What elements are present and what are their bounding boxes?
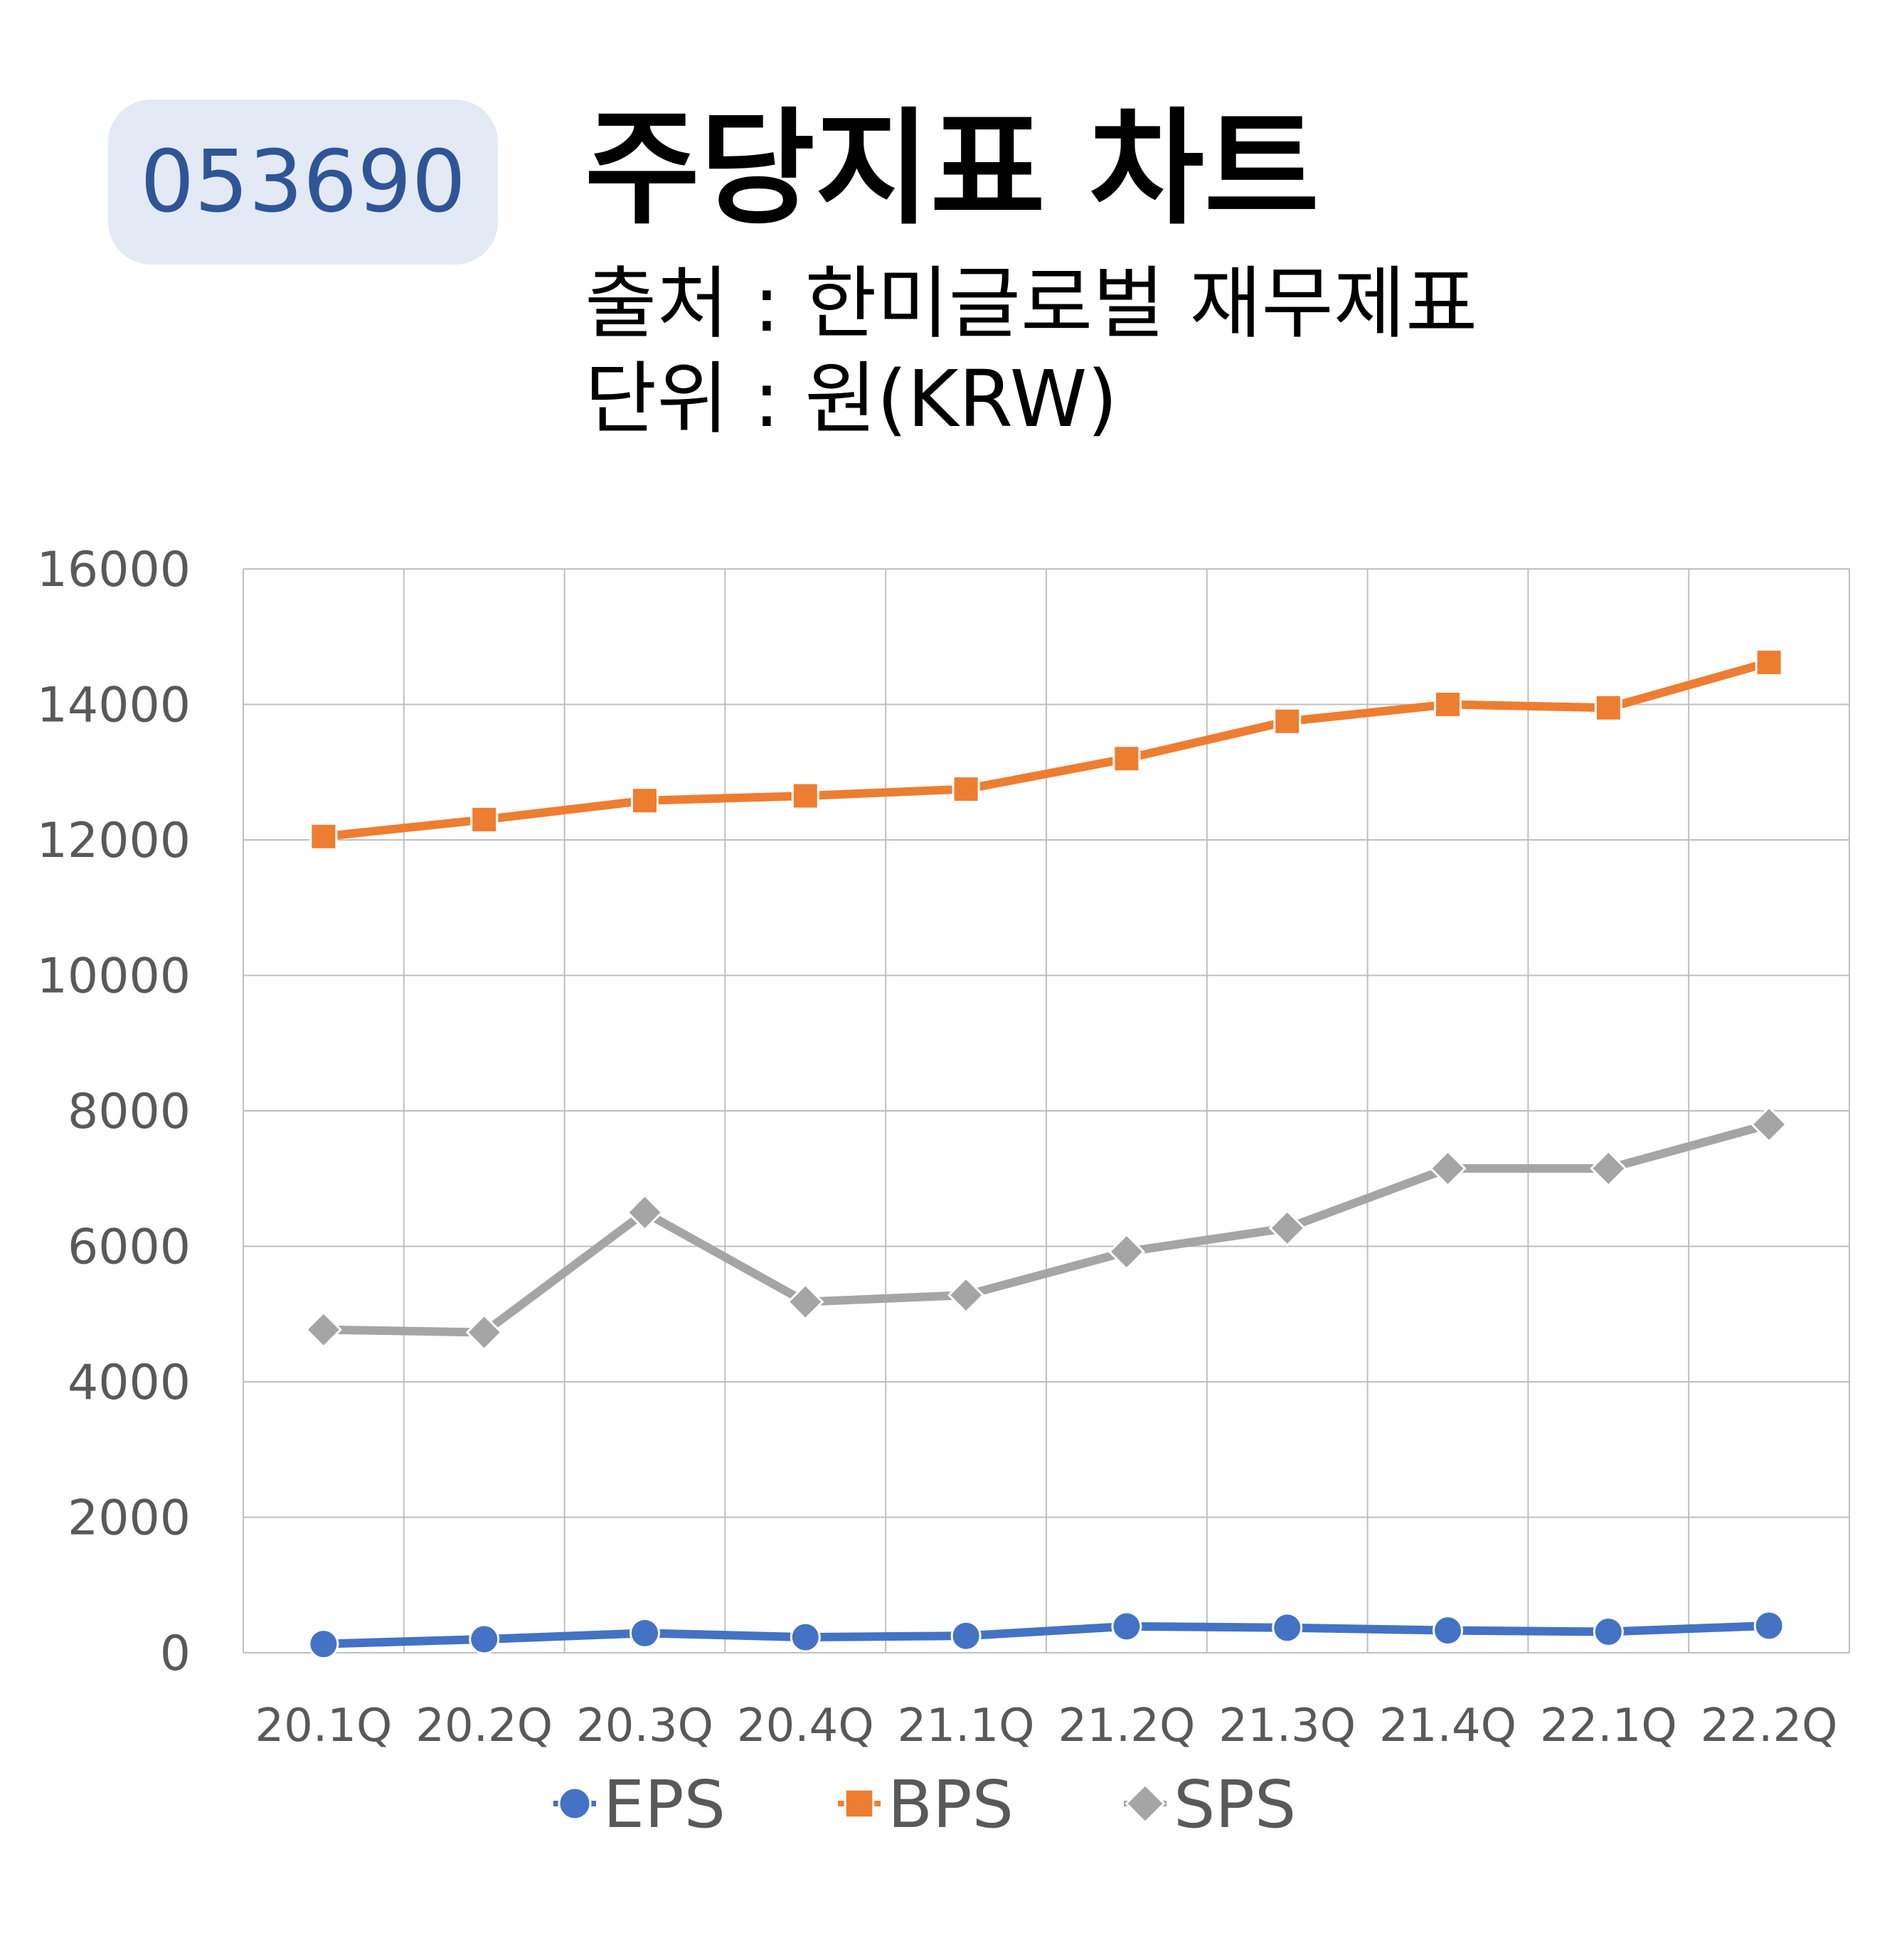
y-tick-label: 16000: [37, 542, 191, 598]
data-point-eps: [790, 1621, 821, 1653]
y-tick-label: 4000: [68, 1355, 191, 1411]
data-point-sps: [1268, 1209, 1306, 1247]
y-tick-label: 10000: [37, 949, 191, 1005]
data-point-bps: [470, 805, 499, 833]
data-point-eps: [950, 1620, 982, 1651]
data-point-bps: [952, 775, 980, 804]
legend-item-sps: SPS: [1124, 1767, 1296, 1843]
x-tick-label: 21.4Q: [1379, 1700, 1516, 1752]
series: [304, 648, 1788, 1660]
data-point-bps: [791, 782, 819, 810]
data-point-eps: [469, 1624, 500, 1655]
series-line-eps: [319, 1621, 1774, 1649]
y-axis-ticks: 0 2000 4000 6000 8000 10000 12000 14000 16000: [37, 542, 191, 1682]
series-eps: [308, 1610, 1785, 1660]
x-tick-label: 22.1Q: [1540, 1700, 1677, 1752]
series-sps: [304, 1105, 1788, 1351]
data-point-eps: [1111, 1611, 1142, 1642]
data-point-bps: [1273, 707, 1302, 735]
x-axis-ticks: 20.1Q 20.2Q 20.3Q 20.4Q 21.1Q 21.2Q 21.3Q 21.4Q…: [255, 1700, 1837, 1752]
legend-label: BPS: [888, 1767, 1014, 1843]
series-line-bps: [319, 658, 1774, 841]
data-point-bps: [1755, 648, 1783, 676]
data-point-sps: [304, 1311, 343, 1348]
data-point-sps: [787, 1283, 824, 1321]
data-point-eps: [1753, 1610, 1785, 1641]
data-point-sps: [1590, 1149, 1627, 1188]
data-point-bps: [1112, 745, 1141, 773]
x-tick-label: 21.3Q: [1218, 1700, 1356, 1752]
data-point-sps: [1107, 1232, 1146, 1271]
legend-marker: [558, 1786, 592, 1821]
series-line-sps: [319, 1120, 1774, 1337]
source-label: 출처 : 한미글로벌 재무제표: [585, 258, 1478, 349]
legend-label: SPS: [1174, 1767, 1296, 1843]
data-point-bps: [1434, 691, 1462, 718]
data-point-sps: [626, 1193, 664, 1231]
legend-marker: [844, 1788, 875, 1819]
data-point-sps: [947, 1276, 985, 1314]
chart-title: 주당지표 차트: [585, 96, 1319, 242]
y-tick-label: 14000: [37, 678, 191, 734]
unit-label: 단위 : 원(KRW): [585, 353, 1118, 444]
data-point-sps: [465, 1314, 503, 1351]
y-tick-label: 8000: [68, 1084, 191, 1140]
x-tick-label: 20.1Q: [255, 1700, 392, 1752]
x-tick-label: 21.2Q: [1058, 1700, 1195, 1752]
legend-item-eps: EPS: [553, 1767, 726, 1843]
data-point-eps: [1593, 1616, 1624, 1647]
legend-item-bps: BPS: [838, 1767, 1014, 1843]
series-bps: [309, 648, 1783, 851]
data-point-eps: [308, 1629, 339, 1660]
y-tick-label: 12000: [37, 813, 191, 869]
data-point-eps: [629, 1617, 660, 1649]
data-point-eps: [1433, 1615, 1463, 1646]
y-tick-label: 6000: [68, 1220, 191, 1276]
data-point-sps: [1750, 1105, 1788, 1144]
x-tick-label: 20.4Q: [737, 1700, 874, 1752]
x-tick-label: 22.2Q: [1701, 1700, 1838, 1752]
stock-code-badge: 053690: [108, 100, 498, 265]
legend: EPS BPS SPS: [553, 1767, 1296, 1843]
stock-code: 053690: [139, 132, 467, 232]
x-tick-label: 20.2Q: [415, 1700, 553, 1752]
y-tick-label: 2000: [68, 1491, 191, 1547]
legend-marker: [1125, 1783, 1166, 1824]
data-point-bps: [1594, 693, 1622, 722]
data-point-sps: [1429, 1149, 1467, 1188]
data-point-eps: [1272, 1612, 1303, 1644]
x-tick-label: 20.3Q: [576, 1700, 713, 1752]
data-point-bps: [631, 787, 659, 815]
data-point-bps: [309, 822, 338, 851]
legend-label: EPS: [603, 1767, 726, 1843]
y-tick-label: 0: [160, 1626, 191, 1682]
grid: [243, 568, 1850, 1653]
x-tick-label: 21.1Q: [898, 1700, 1035, 1752]
